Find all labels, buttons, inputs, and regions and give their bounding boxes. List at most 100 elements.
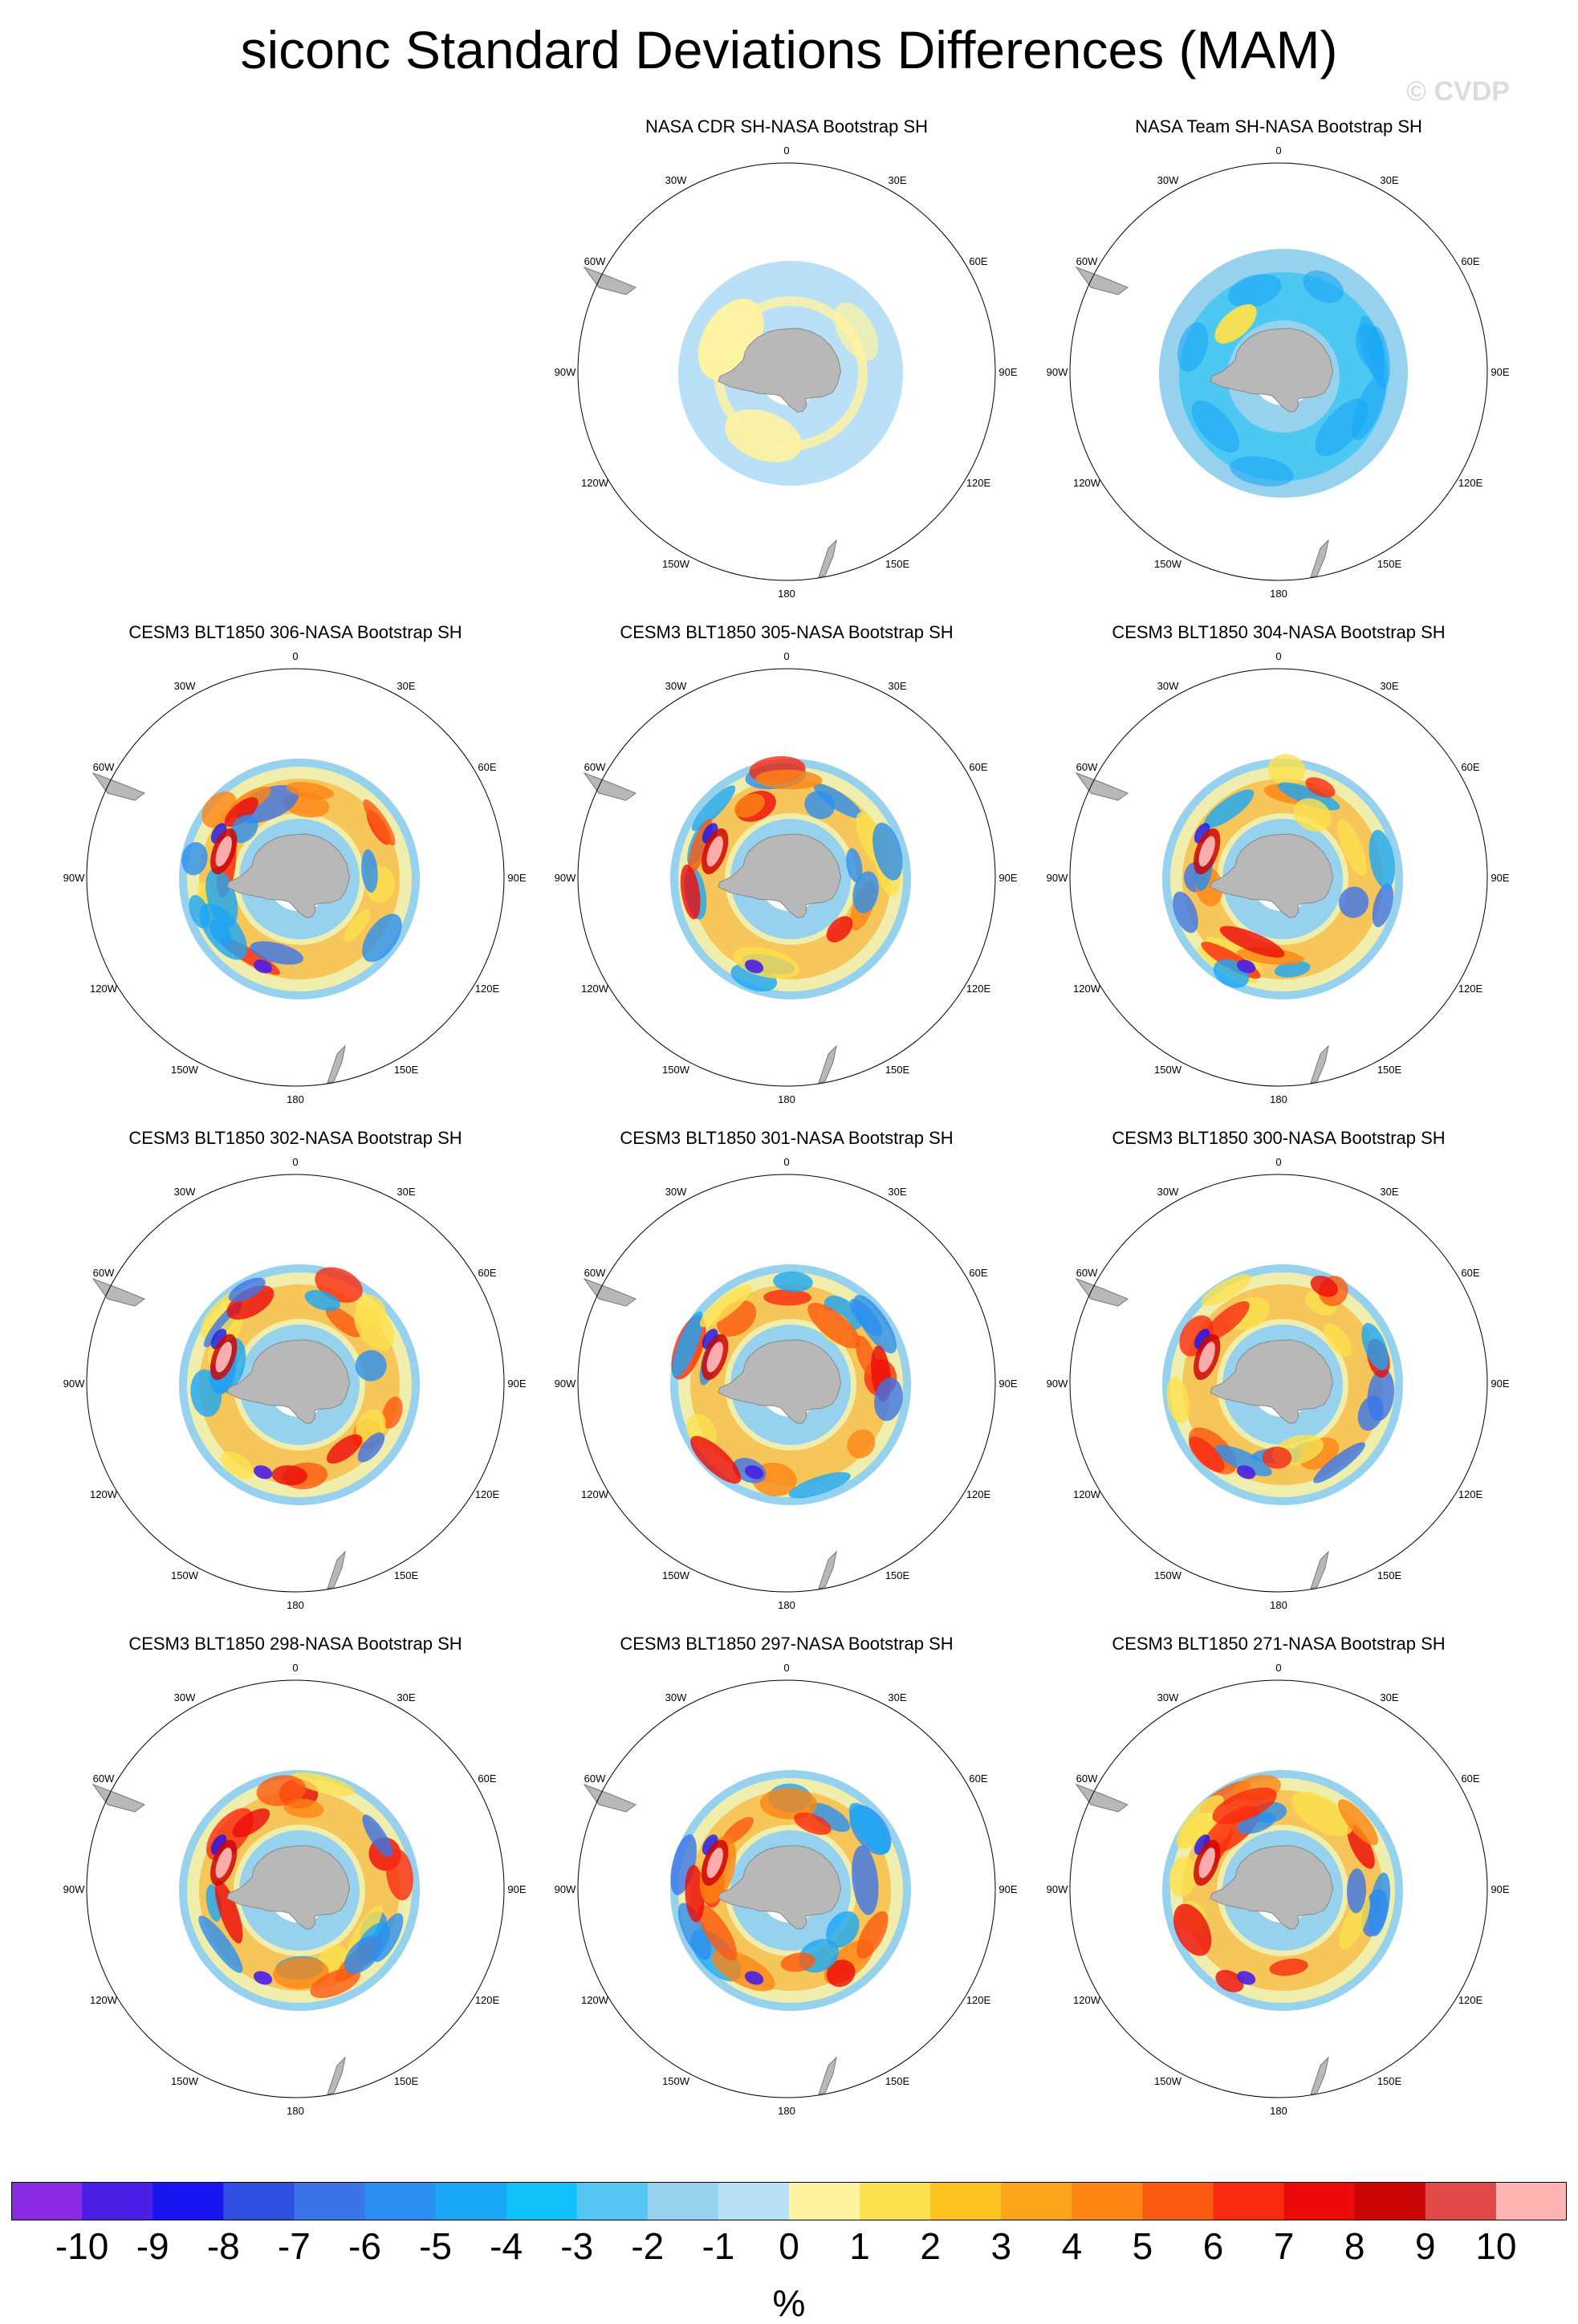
lon-label-60w: 60W xyxy=(1076,1267,1098,1279)
colorbar-box xyxy=(789,2182,860,2220)
lon-label-120w: 120W xyxy=(581,1488,609,1500)
lon-label-90e: 90E xyxy=(1491,1883,1509,1895)
lon-label-180: 180 xyxy=(1270,1093,1287,1105)
lon-label-120w: 120W xyxy=(90,983,118,995)
lon-label-60e: 60E xyxy=(969,1773,987,1785)
lon-label-150w: 150W xyxy=(1154,558,1182,570)
colorbar-tick-label: 4 xyxy=(1061,2225,1083,2267)
colorbar-box xyxy=(1213,2182,1285,2220)
colorbar-tick-label: -6 xyxy=(348,2225,381,2267)
colorbar-tick-label: -2 xyxy=(631,2225,665,2267)
panel-title: CESM3 BLT1850 306-NASA Bootstrap SH xyxy=(128,622,462,642)
lon-label-150w: 150W xyxy=(662,1064,690,1076)
lon-label-30e: 30E xyxy=(888,680,906,692)
colorbar xyxy=(11,2182,1567,2220)
lon-label-120w: 120W xyxy=(90,1994,118,2006)
colorbar-box xyxy=(718,2182,790,2220)
lon-label-120w: 120W xyxy=(90,1488,118,1500)
colorbar-box xyxy=(364,2182,437,2220)
lon-label-90w: 90W xyxy=(63,1378,85,1390)
lon-label-30w: 30W xyxy=(665,1186,687,1198)
lon-label-0: 0 xyxy=(1275,1156,1281,1168)
lon-label-90w: 90W xyxy=(1047,1883,1068,1895)
lon-label-30w: 30W xyxy=(174,680,196,692)
lon-label-120e: 120E xyxy=(966,983,991,995)
colorbar-tick-label: -5 xyxy=(419,2225,452,2267)
lon-label-120w: 120W xyxy=(1073,1488,1101,1500)
lon-label-120e: 120E xyxy=(1458,983,1483,995)
colorbar-tick-label: -8 xyxy=(206,2225,240,2267)
colorbar-tick-label: -7 xyxy=(277,2225,311,2267)
lon-label-0: 0 xyxy=(1275,1662,1281,1674)
colorbar-tick-label: 2 xyxy=(920,2225,941,2267)
colorbar-tick-label: -10 xyxy=(55,2225,109,2267)
lon-label-60w: 60W xyxy=(1076,1773,1098,1785)
colorbar-tick-label: -9 xyxy=(136,2225,169,2267)
lon-label-120e: 120E xyxy=(966,477,991,489)
lon-label-180: 180 xyxy=(287,1093,304,1105)
lon-label-0: 0 xyxy=(783,650,789,662)
lon-label-60w: 60W xyxy=(584,1773,606,1785)
lon-label-150e: 150E xyxy=(1377,1569,1402,1581)
lon-label-150w: 150W xyxy=(171,1569,199,1581)
lon-label-60w: 60W xyxy=(584,255,606,267)
lon-label-180: 180 xyxy=(287,1599,304,1611)
lon-label-150e: 150E xyxy=(394,1569,419,1581)
colorbar-tick-label: 7 xyxy=(1273,2225,1295,2267)
colorbar-tick-label: 9 xyxy=(1415,2225,1436,2267)
lon-label-120e: 120E xyxy=(475,1994,500,2006)
lon-label-60w: 60W xyxy=(93,1773,115,1785)
lon-label-30e: 30E xyxy=(888,174,906,186)
panel-title: NASA Team SH-NASA Bootstrap SH xyxy=(1135,116,1422,136)
colorbar-box xyxy=(294,2182,365,2220)
polar-map: 0 30E 60E 90E 120E 150E 180 150W 120W 90W 60W 30W xyxy=(1047,650,1510,1105)
polar-map: 0 30E 60E 90E 120E 150E 180 150W 120W 90W 60W 30W xyxy=(1047,1662,1510,2117)
colorbar-box xyxy=(223,2182,295,2220)
lon-label-30w: 30W xyxy=(1157,174,1179,186)
colorbar-box xyxy=(435,2182,507,2220)
lon-label-0: 0 xyxy=(292,1156,298,1168)
colorbar-tick-label: 6 xyxy=(1202,2225,1224,2267)
polar-map: 0 30E 60E 90E 120E 150E 180 150W 120W 90W 60W 30W xyxy=(555,1156,1018,1611)
lon-label-90e: 90E xyxy=(998,872,1017,884)
colorbar-box xyxy=(1142,2182,1214,2220)
panel-title: CESM3 BLT1850 271-NASA Bootstrap SH xyxy=(1112,1634,1446,1654)
lon-label-30w: 30W xyxy=(665,680,687,692)
panel-title: CESM3 BLT1850 302-NASA Bootstrap SH xyxy=(128,1128,462,1148)
lon-label-0: 0 xyxy=(1275,650,1281,662)
polar-map: 0 30E 60E 90E 120E 150E 180 150W 120W 90W 60W 30W xyxy=(555,1662,1018,2117)
lon-label-120e: 120E xyxy=(966,1488,991,1500)
lon-label-150e: 150E xyxy=(885,1064,910,1076)
lon-label-60w: 60W xyxy=(1076,761,1098,773)
lon-label-60e: 60E xyxy=(478,761,496,773)
figure-title: siconc Standard Deviations Differences (… xyxy=(240,20,1338,79)
lon-label-60w: 60W xyxy=(584,761,606,773)
lon-label-90w: 90W xyxy=(1047,872,1068,884)
lon-label-90e: 90E xyxy=(507,872,526,884)
colorbar-box xyxy=(860,2182,931,2220)
lon-label-30e: 30E xyxy=(1380,1186,1398,1198)
panel-title: NASA CDR SH-NASA Bootstrap SH xyxy=(645,116,929,136)
lon-label-60e: 60E xyxy=(1461,761,1479,773)
lon-label-30w: 30W xyxy=(1157,1691,1179,1703)
polar-map: 0 30E 60E 90E 120E 150E 180 150W 120W 90W 60W 30W xyxy=(63,650,527,1105)
colorbar-box xyxy=(647,2182,719,2220)
panel-title: CESM3 BLT1850 301-NASA Bootstrap SH xyxy=(620,1128,954,1148)
lon-label-150e: 150E xyxy=(394,1064,419,1076)
lon-label-120e: 120E xyxy=(475,1488,500,1500)
colorbar-box xyxy=(1283,2182,1356,2220)
lon-label-90w: 90W xyxy=(555,366,576,378)
colorbar-box xyxy=(1425,2182,1497,2220)
panel-title: CESM3 BLT1850 304-NASA Bootstrap SH xyxy=(1112,622,1446,642)
lon-label-60e: 60E xyxy=(478,1267,496,1279)
colorbar-tick-label: -1 xyxy=(702,2225,735,2267)
colorbar-box xyxy=(153,2182,224,2220)
polar-map: 0 30E 60E 90E 120E 150E 180 150W 120W 90W 60W 30W xyxy=(63,1662,527,2117)
polar-map: 0 30E 60E 90E 120E 150E 180 150W 120W 90W 60W 30W xyxy=(555,144,1018,600)
lon-label-90e: 90E xyxy=(507,1883,526,1895)
lon-label-0: 0 xyxy=(1275,144,1281,157)
lon-label-120w: 120W xyxy=(581,477,609,489)
lon-label-90e: 90E xyxy=(998,1883,1017,1895)
lon-label-120w: 120W xyxy=(1073,983,1101,995)
colorbar-box xyxy=(1072,2182,1143,2220)
